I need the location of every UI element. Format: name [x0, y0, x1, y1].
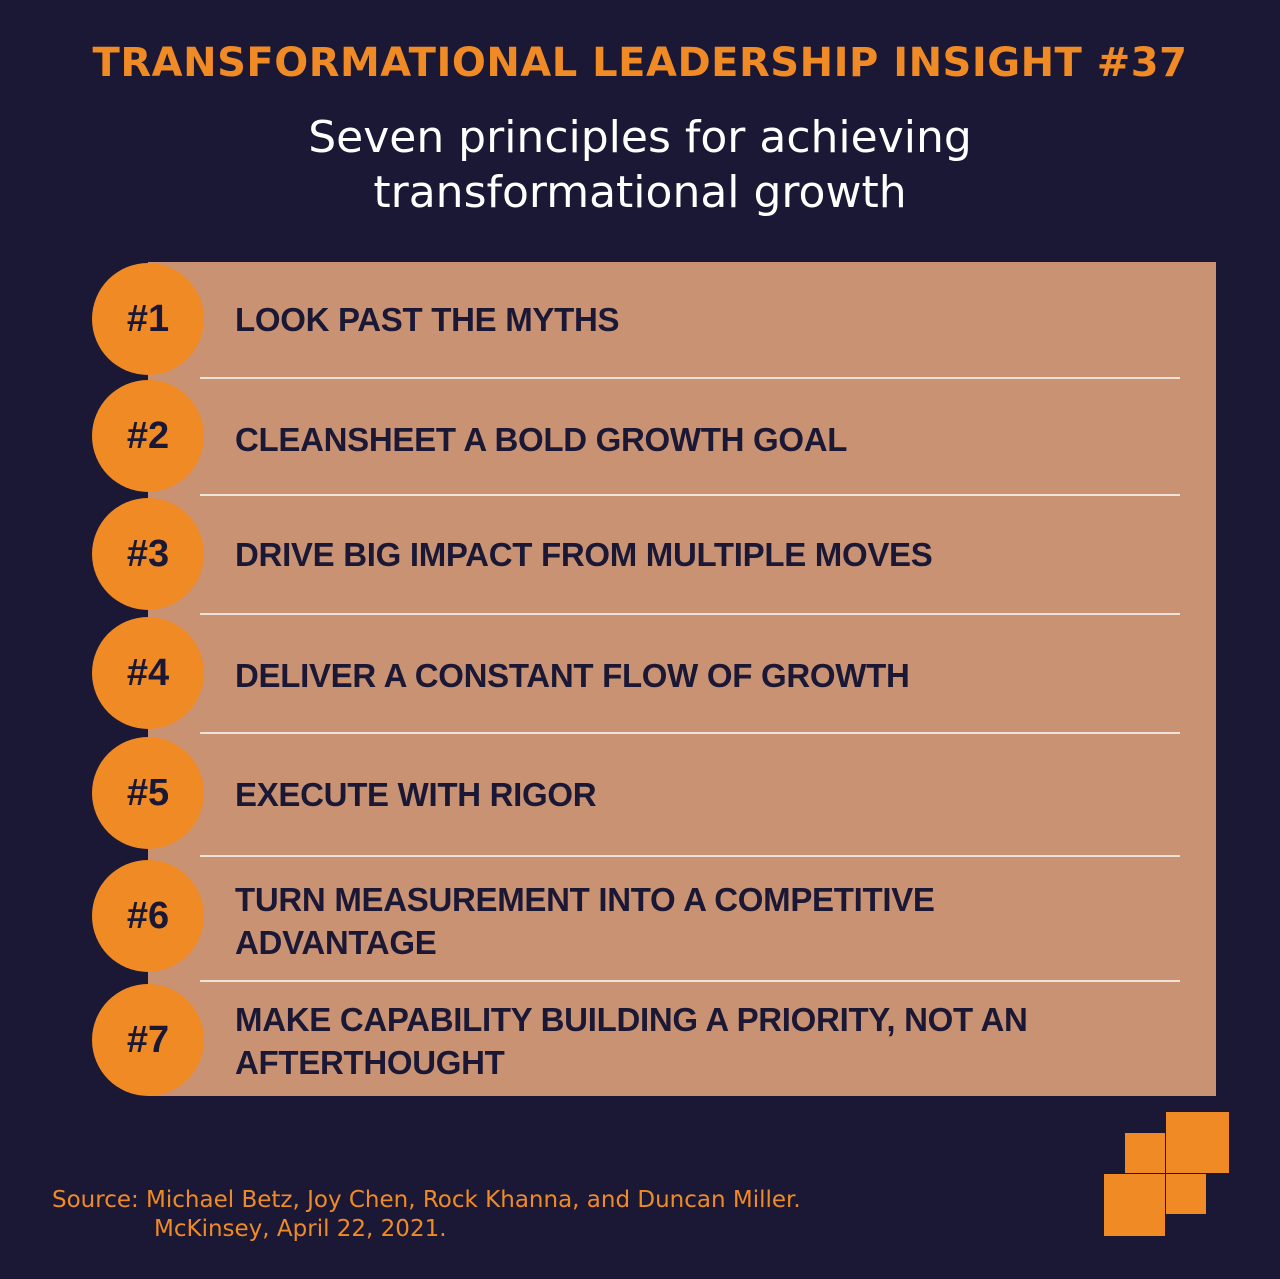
principle-number-badge: #7 [92, 984, 204, 1096]
principle-text-line: AFTERTHOUGHT [235, 1044, 505, 1081]
principle-number-badge: #3 [92, 498, 204, 610]
principle-number-badge: #4 [92, 617, 204, 729]
principle-text-line: ADVANTAGE [235, 924, 437, 961]
source-citation-line-2: McKinsey, April 22, 2021. [154, 1216, 447, 1242]
insight-title: TRANSFORMATIONAL LEADERSHIP INSIGHT #37 [92, 40, 1188, 86]
subtitle: Seven principles for achieving transform… [0, 110, 1280, 220]
row-divider [200, 377, 1180, 379]
row-divider [200, 494, 1180, 496]
principle-text-line: MAKE CAPABILITY BUILDING A PRIORITY, NOT… [235, 1001, 1028, 1038]
principle-number-badge: #6 [92, 860, 204, 972]
row-divider [200, 613, 1180, 615]
principles-panel [148, 262, 1216, 1096]
principle-text-line: TURN MEASUREMENT INTO A COMPETITIVE [235, 881, 935, 918]
principle-number-badge: #2 [92, 380, 204, 492]
source-citation-line-1: Source: Michael Betz, Joy Chen, Rock Kha… [52, 1187, 801, 1213]
principle-text-line: EXECUTE WITH RIGOR [235, 776, 597, 813]
principle-number-badge: #1 [92, 263, 204, 375]
row-divider [200, 855, 1180, 857]
row-divider [200, 980, 1180, 982]
principle-text: DELIVER A CONSTANT FLOW OF GROWTH [235, 654, 1175, 697]
principle-text-line: DRIVE BIG IMPACT FROM MULTIPLE MOVES [235, 536, 933, 573]
row-divider [200, 732, 1180, 734]
stacked-squares-logo-icon [1104, 1112, 1230, 1236]
principle-number-badge: #5 [92, 737, 204, 849]
principle-text: EXECUTE WITH RIGOR [235, 773, 1175, 816]
principle-text: MAKE CAPABILITY BUILDING A PRIORITY, NOT… [235, 998, 1175, 1084]
principle-text: CLEANSHEET A BOLD GROWTH GOAL [235, 418, 1175, 461]
subtitle-line-1: Seven principles for achieving [308, 112, 972, 163]
principle-text: DRIVE BIG IMPACT FROM MULTIPLE MOVES [235, 533, 1175, 576]
principle-text: TURN MEASUREMENT INTO A COMPETITIVE ADVA… [235, 878, 1175, 964]
principle-text-line: DELIVER A CONSTANT FLOW OF GROWTH [235, 657, 910, 694]
principle-text-line: LOOK PAST THE MYTHS [235, 301, 620, 338]
subtitle-line-2: transformational growth [373, 167, 907, 218]
principle-text: LOOK PAST THE MYTHS [235, 298, 1175, 341]
principle-text-line: CLEANSHEET A BOLD GROWTH GOAL [235, 421, 848, 458]
